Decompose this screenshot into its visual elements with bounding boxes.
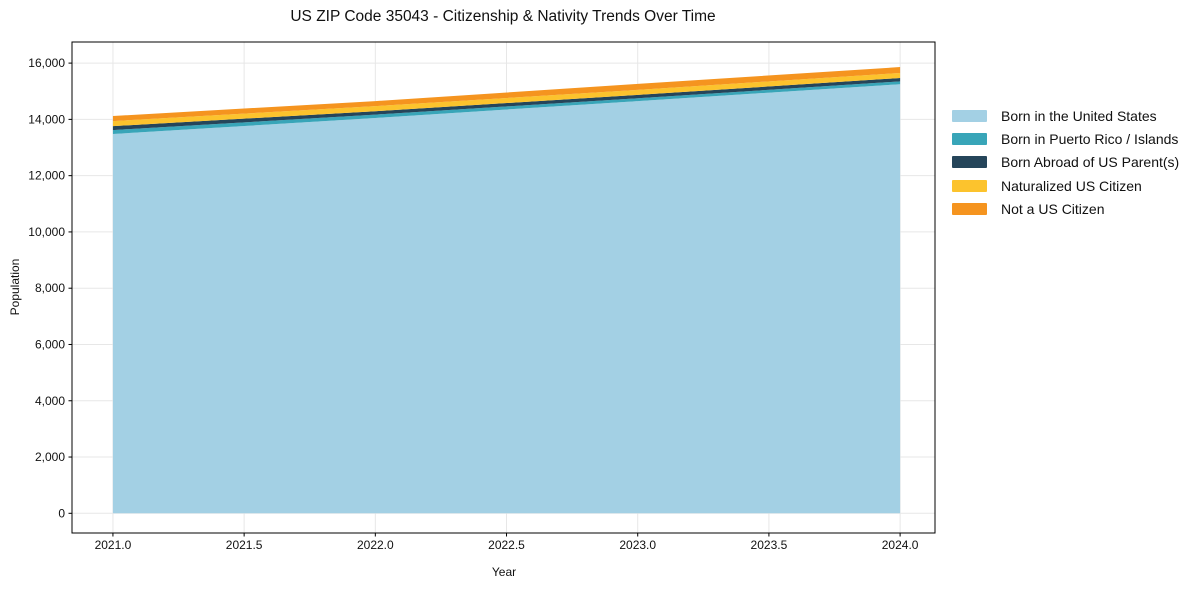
legend-swatch	[952, 109, 987, 122]
area-born-abroad-of-us-parent-s	[112, 78, 901, 131]
chart-title: US ZIP Code 35043 - Citizenship & Nativi…	[290, 8, 716, 25]
y-tick-label: 14,000	[28, 112, 65, 126]
legend-label: Born in the United States	[1001, 107, 1157, 124]
y-tick-label: 4,000	[35, 394, 65, 408]
legend-item: Not a US Citizen	[952, 197, 1179, 220]
y-tick-label: 8,000	[35, 281, 65, 295]
y-tick-label: 10,000	[28, 225, 65, 239]
y-tick-label: 6,000	[35, 337, 65, 351]
legend-label: Born in Puerto Rico / Islands	[1001, 130, 1179, 147]
y-axis-label: Population	[8, 258, 22, 316]
y-tick-label: 2,000	[35, 450, 65, 464]
legend-item: Born Abroad of US Parent(s)	[952, 151, 1179, 174]
legend-label: Born Abroad of US Parent(s)	[1001, 154, 1180, 171]
x-tick-label: 2021.5	[226, 538, 263, 552]
area-naturalized-us-citizen	[112, 72, 901, 127]
area-born-in-the-united-states	[112, 84, 901, 514]
x-tick-label: 2022.0	[357, 538, 394, 552]
y-tick-label: 12,000	[28, 169, 65, 183]
x-tick-label: 2023.5	[751, 538, 788, 552]
x-tick-label: 2021.0	[95, 538, 132, 552]
plot-frame	[71, 41, 936, 534]
legend-swatch	[952, 132, 987, 145]
area-born-in-puerto-rico-islands	[112, 81, 901, 135]
legend-label: Naturalized US Citizen	[1001, 177, 1142, 194]
legend-swatch	[952, 202, 987, 215]
legend-swatch	[952, 156, 987, 169]
legend: Born in the United States Born in Puerto …	[952, 104, 1179, 220]
x-tick-label: 2023.0	[619, 538, 656, 552]
legend-item: Born in the United States	[952, 104, 1179, 127]
legend-item: Born in Puerto Rico / Islands	[952, 127, 1179, 150]
x-tick-label: 2024.0	[882, 538, 919, 552]
legend-swatch	[952, 179, 987, 192]
area-not-a-us-citizen	[112, 67, 901, 122]
x-tick-label: 2022.5	[488, 538, 525, 552]
legend-label: Not a US Citizen	[1001, 200, 1105, 217]
y-tick-label: 0	[58, 506, 65, 520]
y-tick-label: 16,000	[28, 56, 65, 70]
x-axis-label: Year	[491, 565, 517, 579]
legend-item: Naturalized US Citizen	[952, 174, 1179, 197]
